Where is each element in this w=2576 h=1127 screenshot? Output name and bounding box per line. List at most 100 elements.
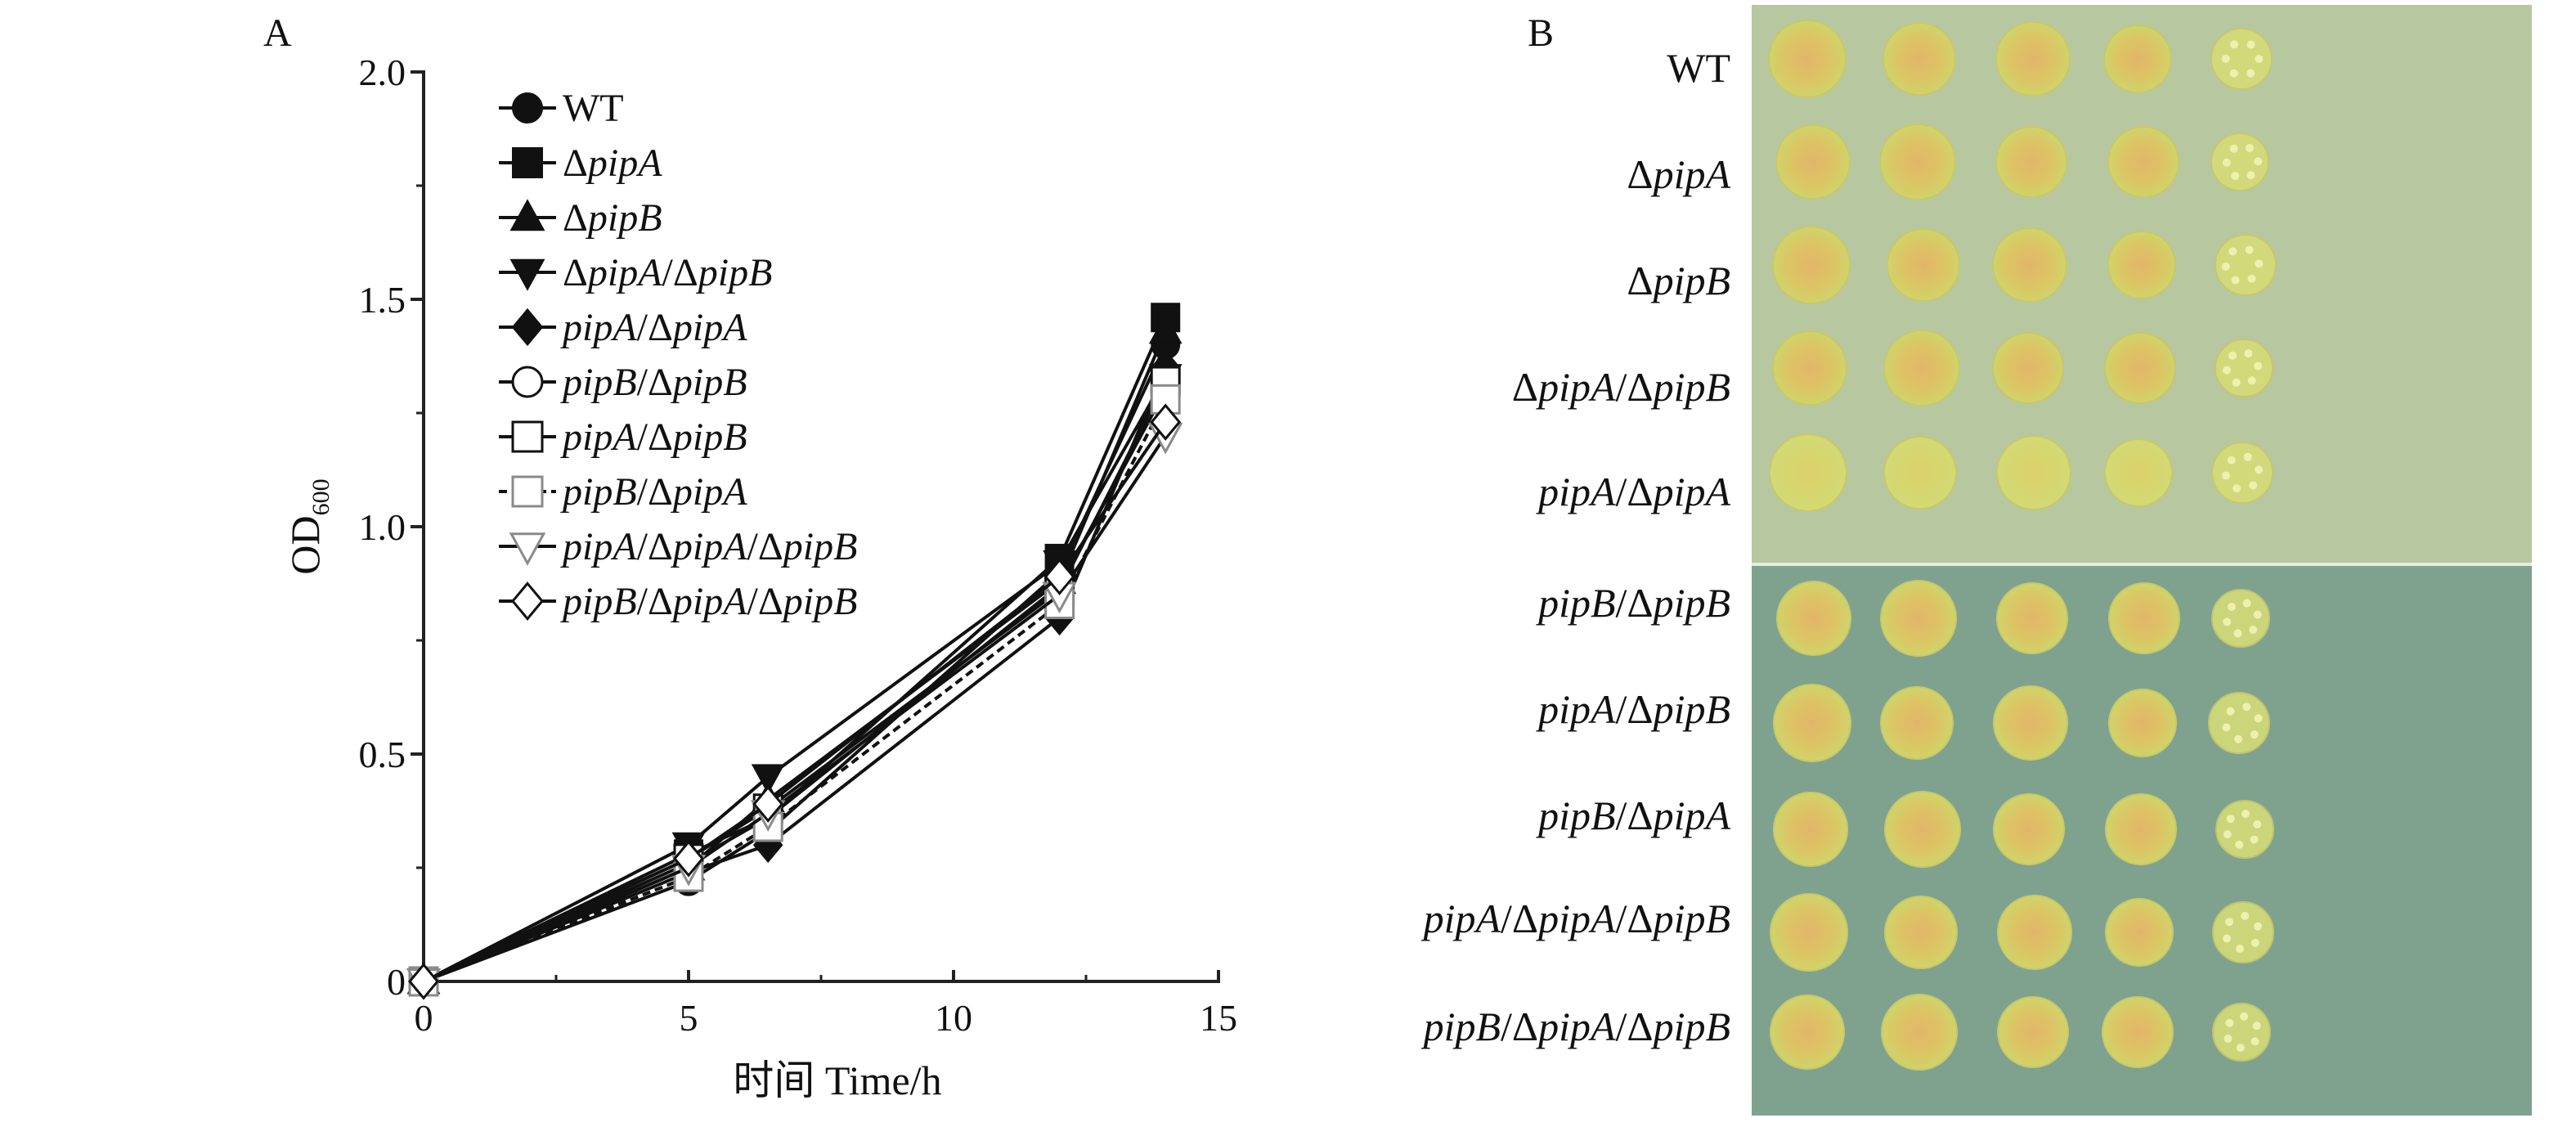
colony-speckle xyxy=(2251,938,2260,947)
series-pipb-dpipa-dpipb xyxy=(408,403,1182,1000)
colony-speckle xyxy=(2221,262,2230,271)
y-tick-label: 2.0 xyxy=(359,52,406,93)
strain-label-pipa-dpipb: pipA/ΔpipB xyxy=(1536,686,1730,732)
colony-speckle xyxy=(2223,934,2232,943)
legend-label: pipB/ΔpipB xyxy=(560,361,747,404)
colony-spot xyxy=(2103,25,2172,93)
colony-spot xyxy=(1884,896,1958,969)
colony-spot xyxy=(2108,582,2180,654)
colony-speckle xyxy=(2246,69,2255,78)
colony-speckle xyxy=(2222,158,2231,167)
colony-spot xyxy=(2212,901,2274,963)
colony-speckle xyxy=(2229,144,2238,153)
colony-spot xyxy=(1768,20,1847,98)
colony-spot xyxy=(1776,581,1851,656)
strain-label-pipb-dpipa-dpipb: pipB/ΔpipA/ΔpipB xyxy=(1421,1004,1730,1049)
colony-speckle xyxy=(2227,602,2236,611)
strain-labels: WT ΔpipA ΔpipB ΔpipA/ΔpipB pipA/ΔpipA pipB/Δp… xyxy=(1421,45,1731,1049)
colony-speckle xyxy=(2231,276,2240,285)
colony-speckle xyxy=(2232,378,2241,387)
colony-spot xyxy=(1992,227,2067,303)
colony-speckle xyxy=(2240,1012,2249,1021)
colony-speckle xyxy=(2255,55,2264,63)
colony-speckle xyxy=(2226,707,2235,716)
series-pipa-dpipb xyxy=(408,366,1181,997)
legend-entry-dpipa: ΔpipA xyxy=(499,141,662,185)
colony-spot xyxy=(1993,685,2068,761)
legend-marker xyxy=(511,581,544,621)
legend-label: pipA/ΔpipA xyxy=(560,306,747,349)
series-pipa-dpipa-dpipb xyxy=(406,422,1183,1000)
colony-spot xyxy=(2210,28,2273,90)
colony-spot xyxy=(1997,895,2072,970)
series-dpipb xyxy=(406,313,1183,995)
colony-spot xyxy=(1772,226,1851,304)
legend-label: pipB/ΔpipA xyxy=(560,470,747,514)
x-tick-label: 15 xyxy=(1200,997,1237,1039)
colony-speckle xyxy=(2223,617,2232,626)
colony-speckle xyxy=(2246,143,2255,152)
data-point xyxy=(1148,313,1183,344)
colony-speckle xyxy=(2253,610,2262,619)
spot-assay-panel: WT ΔpipA ΔpipB ΔpipA/ΔpipB pipA/ΔpipA pipB/Δp… xyxy=(1421,5,2532,1116)
colony-speckle xyxy=(2225,1018,2234,1027)
colony-spot xyxy=(2105,898,2174,967)
chart-legend: WT ΔpipA ΔpipB ΔpipA/ΔpipB pipA/ΔpipA pipB/Δp… xyxy=(499,87,857,623)
colony-spot xyxy=(1773,792,1848,867)
y-tick-label: 0 xyxy=(387,961,406,1003)
series-line xyxy=(423,366,1168,983)
data-point xyxy=(673,840,704,878)
colony-speckle xyxy=(2241,810,2250,819)
colony-spot xyxy=(2212,1003,2271,1062)
colony-speckle xyxy=(2255,465,2264,474)
series-line xyxy=(423,380,1167,983)
y-tick-label: 1.0 xyxy=(359,506,406,548)
colony-spot xyxy=(1775,124,1851,200)
colony-speckle xyxy=(2236,945,2245,954)
legend-label: ΔpipB xyxy=(563,196,662,240)
colony-speckle xyxy=(2246,171,2255,180)
x-axis-title: 时间 Time/h xyxy=(733,1057,941,1103)
y-axis-title: OD600 xyxy=(282,478,334,574)
colony-spot xyxy=(1770,893,1848,972)
colony-speckle xyxy=(2249,626,2258,635)
colony-speckle xyxy=(2242,703,2251,712)
colony-speckle xyxy=(2227,456,2236,465)
colony-speckle xyxy=(2228,247,2237,256)
colony-spot xyxy=(2107,231,2176,299)
colony-speckle xyxy=(2243,452,2252,461)
colony-speckle xyxy=(2250,835,2259,844)
colony-speckle xyxy=(2245,245,2254,254)
growth-curve-chart: 0 5 10 15 0 0.5 1.0 1.5 2.0 时间 Time/h OD600 WT Δpip… xyxy=(282,52,1237,1103)
strain-label-pipa-dpipa: pipA/ΔpipA xyxy=(1536,469,1730,514)
strain-label-dpipb: ΔpipB xyxy=(1627,258,1730,303)
legend-marker xyxy=(512,92,543,123)
colony-spot xyxy=(2215,800,2274,859)
series-dpipa xyxy=(409,303,1181,996)
x-tick-label: 5 xyxy=(680,997,698,1039)
legend-entry-dpipb: ΔpipB xyxy=(499,196,662,240)
series-dpipa-dpipb xyxy=(406,364,1183,999)
colony-spot xyxy=(2104,438,2173,507)
legend-label: WT xyxy=(563,87,624,130)
colony-speckle xyxy=(2242,599,2251,608)
colony-speckle xyxy=(2236,1044,2245,1053)
colony-speckle xyxy=(2254,157,2263,166)
y-tick-label: 0.5 xyxy=(359,734,406,775)
y-tick-label: 1.5 xyxy=(359,279,406,321)
legend-marker xyxy=(511,366,544,398)
colony-spot xyxy=(1993,793,2065,865)
data-point xyxy=(752,785,784,823)
strain-label-dpipa-dpipb: ΔpipA/ΔpipB xyxy=(1512,364,1730,410)
colony-spot xyxy=(2102,996,2174,1068)
colony-spot xyxy=(2211,442,2273,504)
colony-spot xyxy=(1996,435,2071,510)
colony-speckle xyxy=(2255,259,2264,268)
colony-speckle xyxy=(2250,730,2259,739)
colony-speckle xyxy=(2233,629,2242,638)
colony-speckle xyxy=(2230,40,2239,49)
legend-marker xyxy=(512,147,543,178)
colony-spot xyxy=(1883,436,1957,510)
colony-spot xyxy=(2104,332,2176,404)
